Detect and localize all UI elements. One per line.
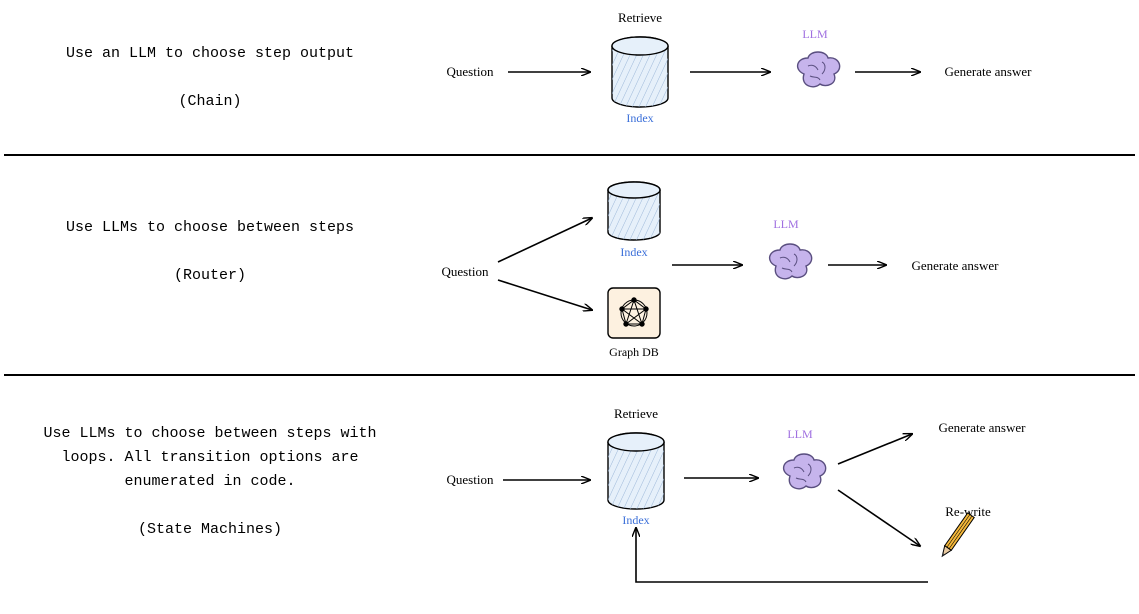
state-question-label: Question [447,472,494,487]
router-graphdb-label: Graph DB [609,345,659,359]
state-llm-label: LLM [787,427,813,441]
router-question-label: Question [442,264,489,279]
chain-retrieve-label: Retrieve [618,10,662,25]
router-brain-icon [770,244,812,279]
state-pencil-icon [939,513,974,559]
state-loop-arrow [636,528,928,582]
router-llm-label: LLM [773,217,799,231]
chain-answer-label: Generate answer [945,64,1033,79]
router-arrow-up [498,218,592,262]
state-arrow-answer [838,434,912,464]
chain-index-cylinder-icon [612,37,668,107]
router-answer-label: Generate answer [912,258,1000,273]
router-graphdb-icon [608,288,660,338]
state-retrieve-label: Retrieve [614,406,658,421]
router-index-cylinder-icon [608,182,660,240]
router-index-label: Index [620,245,647,259]
state-index-cylinder-icon [608,433,664,509]
state-brain-icon [784,454,826,489]
chain-index-label: Index [626,111,653,125]
state-answer-label: Generate answer [939,420,1027,435]
state-index-label: Index [622,513,649,527]
chain-question-label: Question [447,64,494,79]
router-arrow-down [498,280,592,310]
chain-llm-label: LLM [802,27,828,41]
state-arrow-rewrite [838,490,920,546]
chain-brain-icon [798,52,840,87]
